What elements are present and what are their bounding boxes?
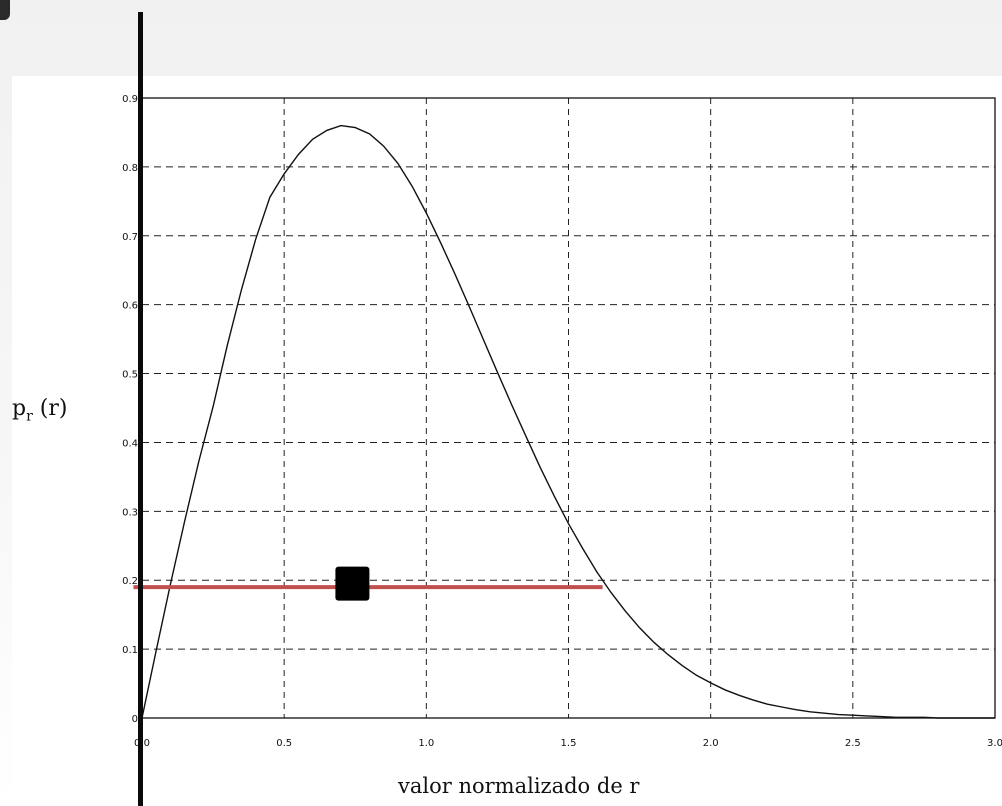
slide-corner-mark — [0, 0, 10, 20]
y-tick-label: 0.9 — [122, 94, 138, 105]
y-tick-label: 0.4 — [122, 438, 138, 449]
square-marker — [335, 566, 370, 601]
y-axis-label-main: p — [12, 396, 27, 421]
y-axis-label-subscript: r — [26, 408, 33, 425]
vertical-divider-line — [138, 12, 143, 806]
series — [141, 124, 995, 719]
y-tick-label: 0.7 — [122, 232, 138, 243]
y-axis-label-arg: (r) — [32, 396, 68, 421]
tick-labels: 0.00.51.01.52.02.53.000.10.20.30.40.50.6… — [122, 94, 1002, 749]
x-tick-label: 1.5 — [561, 738, 577, 749]
grid — [142, 98, 995, 718]
y-tick-label: 0 — [132, 714, 138, 725]
y-axis-label: pr (r) — [12, 396, 67, 424]
x-tick-label: 2.5 — [845, 738, 861, 749]
x-tick-label: 0.5 — [276, 738, 292, 749]
annotations — [133, 566, 603, 601]
y-tick-label: 0.1 — [122, 645, 138, 656]
y-tick-label: 0.8 — [122, 163, 138, 174]
x-tick-label: 1.0 — [418, 738, 434, 749]
series-line-0 — [141, 124, 995, 719]
y-tick-label: 0.6 — [122, 301, 138, 312]
x-axis-label: valor normalizado de r — [398, 774, 640, 798]
x-tick-label: 3.0 — [987, 738, 1002, 749]
y-tick-label: 0.3 — [122, 507, 138, 518]
y-tick-label: 0.2 — [122, 576, 138, 587]
x-tick-label: 2.0 — [703, 738, 719, 749]
plot-panel — [12, 76, 1002, 806]
y-tick-label: 0.5 — [122, 370, 138, 381]
